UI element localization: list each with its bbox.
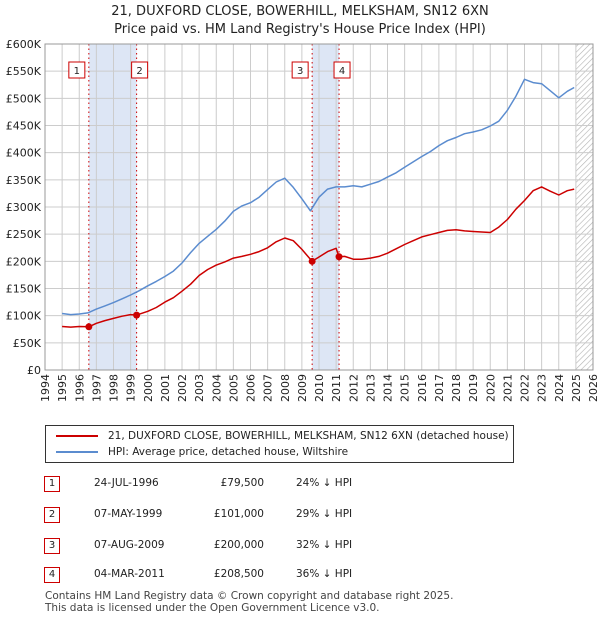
x-tick-label: 2008 <box>279 374 292 402</box>
chart-title: 21, DUXFORD CLOSE, BOWERHILL, MELKSHAM, … <box>111 4 489 19</box>
sale-hpi-diff: 32% ↓ HPI <box>296 539 353 551</box>
sale-label-text: 2 <box>136 66 142 77</box>
x-tick-label: 2019 <box>467 374 480 402</box>
sale-date: 04-MAR-2011 <box>94 568 165 580</box>
sale-number: 4 <box>44 567 60 583</box>
sale-number: 3 <box>44 538 60 554</box>
x-tick-label: 2026 <box>587 374 600 402</box>
legend-label-property: 21, DUXFORD CLOSE, BOWERHILL, MELKSHAM, … <box>108 430 509 442</box>
sale-label-box <box>68 61 86 79</box>
x-tick-label: 1994 <box>39 374 52 402</box>
y-tick-label: £150K <box>6 283 42 296</box>
x-tick-label: 2024 <box>553 374 566 402</box>
legend-item-property: 21, DUXFORD CLOSE, BOWERHILL, MELKSHAM, … <box>56 430 509 442</box>
x-tick-label: 2021 <box>501 374 514 402</box>
price-chart: £0 £50K £100K £150K £200K £250K £300K £350K £400… <box>6 38 600 402</box>
footer-copyright: Contains HM Land Registry data © Crown c… <box>45 590 454 602</box>
sale-date: 24-JUL-1996 <box>94 477 159 489</box>
y-tick-label: £50K <box>13 337 42 350</box>
footer-licence: This data is licensed under the Open Gov… <box>45 602 380 614</box>
x-tick-label: 2022 <box>519 374 532 402</box>
x-tick-label: 2016 <box>416 374 429 402</box>
x-tick-label: 2006 <box>245 374 258 402</box>
x-tick-label: 1997 <box>90 374 103 402</box>
sale-label-text: 4 <box>339 66 345 77</box>
x-tick-label: 2005 <box>227 374 240 402</box>
y-tick-label: £450K <box>6 120 42 133</box>
x-tick-label: 2012 <box>347 374 360 402</box>
sale-point <box>335 253 343 261</box>
x-tick-label: 2018 <box>450 374 463 402</box>
y-tick-label: £500K <box>6 92 42 105</box>
sale-price: £200,000 <box>213 539 264 551</box>
x-tick-label: 1998 <box>108 374 121 402</box>
x-tick-label: 2020 <box>484 374 497 402</box>
x-tick-label: 2017 <box>433 374 446 402</box>
x-tick-label: 2015 <box>399 374 412 402</box>
y-tick-label: £550K <box>6 65 42 78</box>
sale-hpi-diff: 29% ↓ HPI <box>296 508 353 520</box>
x-tick-label: 2007 <box>262 374 275 402</box>
sale-label-box <box>291 61 309 79</box>
sale-date: 07-MAY-1999 <box>94 508 163 520</box>
y-tick-label: £350K <box>6 174 42 187</box>
x-tick-label: 2013 <box>364 374 377 402</box>
sale-hpi-diff: 24% ↓ HPI <box>296 477 353 489</box>
property-price-line <box>62 186 575 328</box>
legend: 21, DUXFORD CLOSE, BOWERHILL, MELKSHAM, … <box>45 425 514 463</box>
legend-swatch-property <box>56 435 98 437</box>
y-tick-label: £400K <box>6 147 42 160</box>
x-tick-label: 2000 <box>142 374 155 402</box>
x-tick-label: 1996 <box>73 374 86 402</box>
x-tick-label: 2010 <box>313 374 326 402</box>
sale-label-text: 1 <box>74 66 80 77</box>
x-tick-label: 2001 <box>159 374 172 402</box>
sale-point <box>85 323 93 331</box>
x-tick-label: 2011 <box>330 374 343 402</box>
sale-hpi-diff: 36% ↓ HPI <box>296 568 353 580</box>
chart-subtitle: Price paid vs. HM Land Registry's House … <box>114 22 486 37</box>
sale-number: 2 <box>44 507 60 523</box>
y-tick-label: £250K <box>6 228 42 241</box>
plot-frame <box>44 43 594 371</box>
sale-price: £208,500 <box>213 568 264 580</box>
hpi-line <box>62 78 575 316</box>
x-tick-label: 2009 <box>296 374 309 402</box>
y-tick-label: £600K <box>6 38 42 51</box>
y-tick-label: £0 <box>27 364 41 377</box>
sale-label-box <box>131 61 149 79</box>
x-tick-label: 2003 <box>193 374 206 402</box>
sale-price: £101,000 <box>213 508 264 520</box>
x-tick-label: 2023 <box>536 374 549 402</box>
sale-date: 07-AUG-2009 <box>94 539 165 551</box>
sale-label-text: 3 <box>297 66 303 77</box>
sale-label-box <box>333 61 351 79</box>
x-tick-label: 2004 <box>210 374 223 402</box>
x-tick-label: 2002 <box>176 374 189 402</box>
y-tick-label: £100K <box>6 310 42 323</box>
sale-price: £79,500 <box>220 477 264 489</box>
sale-point <box>133 311 141 319</box>
x-tick-label: 1995 <box>56 374 69 402</box>
x-tick-label: 2025 <box>570 374 583 402</box>
x-tick-label: 2014 <box>382 374 395 402</box>
y-tick-label: £300K <box>6 201 42 214</box>
legend-item-hpi: HPI: Average price, detached house, Wilt… <box>56 446 348 458</box>
sale-point <box>308 257 316 265</box>
legend-label-hpi: HPI: Average price, detached house, Wilt… <box>108 446 349 458</box>
y-tick-label: £200K <box>6 255 42 268</box>
legend-swatch-hpi <box>56 451 98 453</box>
x-tick-label: 1999 <box>125 374 138 402</box>
sale-number: 1 <box>44 476 60 492</box>
